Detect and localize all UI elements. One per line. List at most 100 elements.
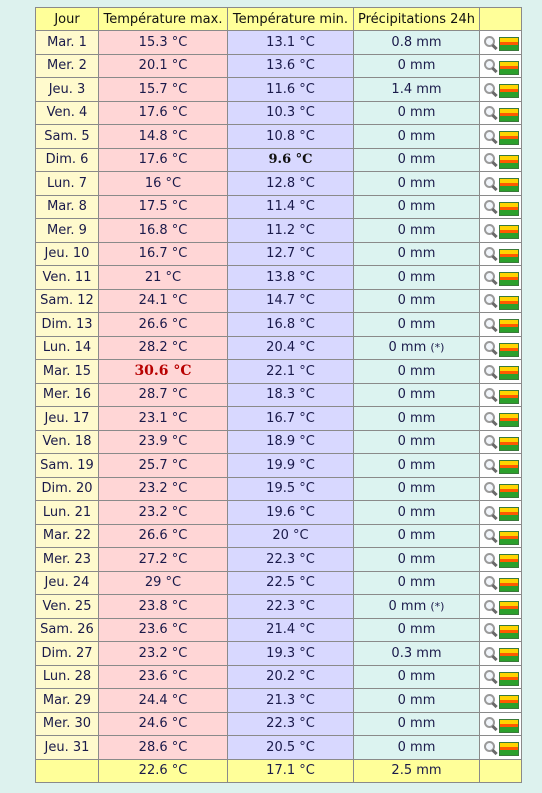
magnifier-icon[interactable]: [483, 58, 498, 73]
magnifier-icon[interactable]: [483, 411, 498, 426]
magnifier-icon[interactable]: [483, 199, 498, 214]
magnifier-icon[interactable]: [483, 387, 498, 402]
magnifier-icon[interactable]: [483, 270, 498, 285]
magnifier-icon[interactable]: [483, 176, 498, 191]
graph-icon[interactable]: [498, 178, 519, 193]
row-day: Lun. 14: [35, 335, 99, 360]
row-precip: 0 mm: [353, 147, 480, 172]
magnifier-icon[interactable]: [483, 599, 498, 614]
graph-icon[interactable]: [498, 295, 519, 310]
magnifier-icon[interactable]: [483, 693, 498, 708]
row-icons: [479, 735, 522, 760]
graph-icon[interactable]: [498, 319, 519, 334]
graph-icon[interactable]: [498, 131, 519, 146]
graph-icon[interactable]: [498, 225, 519, 240]
graph-icon[interactable]: [498, 60, 519, 75]
row-precip-value: 0 mm: [397, 457, 436, 473]
graph-icon[interactable]: [498, 671, 519, 686]
magnifier-icon[interactable]: [483, 481, 498, 496]
row-precip: 0 mm: [353, 500, 480, 525]
row-precip-value: 0 mm: [397, 739, 436, 755]
graph-icon[interactable]: [498, 577, 519, 592]
row-precip: 0 mm (*): [353, 335, 480, 360]
graph-icon[interactable]: [498, 601, 519, 616]
row-icons: [479, 547, 522, 572]
magnifier-icon[interactable]: [483, 434, 498, 449]
row-temp-min: 12.8 °C: [227, 171, 354, 196]
magnifier-icon[interactable]: [483, 105, 498, 120]
row-precip: 0 mm: [353, 312, 480, 337]
magnifier-icon[interactable]: [483, 505, 498, 520]
graph-icon[interactable]: [498, 37, 519, 52]
magnifier-icon[interactable]: [483, 364, 498, 379]
magnifier-icon[interactable]: [483, 340, 498, 355]
row-temp-max: 23.6 °C: [98, 664, 228, 689]
magnifier-icon[interactable]: [483, 740, 498, 755]
row-precip: 0 mm: [353, 429, 480, 454]
magnifier-icon[interactable]: [483, 82, 498, 97]
graph-icon[interactable]: [498, 154, 519, 169]
graph-icon[interactable]: [498, 695, 519, 710]
graph-icon[interactable]: [498, 436, 519, 451]
row-temp-max: 30.6 °C: [98, 359, 228, 384]
magnifier-icon[interactable]: [483, 622, 498, 637]
graph-icon[interactable]: [498, 530, 519, 545]
table-row: Dim. 6 17.6 °C 9.6 °C 0 mm: [35, 147, 522, 172]
row-temp-max: 29 °C: [98, 570, 228, 595]
magnifier-icon[interactable]: [483, 646, 498, 661]
row-temp-min: 19.5 °C: [227, 476, 354, 501]
graph-icon[interactable]: [498, 84, 519, 99]
magnifier-icon[interactable]: [483, 552, 498, 567]
magnifier-icon[interactable]: [483, 575, 498, 590]
magnifier-icon[interactable]: [483, 223, 498, 238]
row-day: Jeu. 17: [35, 406, 99, 431]
row-precip-value: 0 mm: [397, 410, 436, 426]
row-temp-max: 16.8 °C: [98, 218, 228, 243]
graph-icon[interactable]: [498, 389, 519, 404]
row-temp-min: 11.2 °C: [227, 218, 354, 243]
table-row: Lun. 28 23.6 °C 20.2 °C 0 mm: [35, 664, 522, 689]
row-temp-max: 24.1 °C: [98, 288, 228, 313]
magnifier-icon[interactable]: [483, 35, 498, 50]
table-row: Sam. 12 24.1 °C 14.7 °C 0 mm: [35, 288, 522, 313]
graph-icon[interactable]: [498, 248, 519, 263]
graph-icon[interactable]: [498, 554, 519, 569]
graph-icon[interactable]: [498, 460, 519, 475]
magnifier-icon[interactable]: [483, 246, 498, 261]
magnifier-icon[interactable]: [483, 716, 498, 731]
row-temp-min: 16.7 °C: [227, 406, 354, 431]
graph-icon[interactable]: [498, 718, 519, 733]
magnifier-icon[interactable]: [483, 669, 498, 684]
row-day: Mer. 2: [35, 53, 99, 78]
row-precip-value: 0 mm: [397, 293, 436, 309]
graph-icon[interactable]: [498, 413, 519, 428]
graph-icon[interactable]: [498, 366, 519, 381]
table-row: Lun. 14 28.2 °C 20.4 °C 0 mm (*): [35, 335, 522, 360]
row-day: Mer. 23: [35, 547, 99, 572]
graph-icon[interactable]: [498, 624, 519, 639]
row-precip-value: 0 mm: [397, 669, 436, 685]
table-row: Mer. 30 24.6 °C 22.3 °C 0 mm: [35, 711, 522, 736]
magnifier-icon[interactable]: [483, 317, 498, 332]
row-temp-max: 27.2 °C: [98, 547, 228, 572]
row-temp-max: 17.6 °C: [98, 147, 228, 172]
row-temp-min: 11.6 °C: [227, 77, 354, 102]
table-row: Ven. 4 17.6 °C 10.3 °C 0 mm: [35, 100, 522, 125]
graph-icon[interactable]: [498, 107, 519, 122]
magnifier-icon[interactable]: [483, 129, 498, 144]
graph-icon[interactable]: [498, 648, 519, 663]
magnifier-icon[interactable]: [483, 458, 498, 473]
graph-icon[interactable]: [498, 507, 519, 522]
row-day: Dim. 13: [35, 312, 99, 337]
graph-icon[interactable]: [498, 742, 519, 757]
graph-icon[interactable]: [498, 342, 519, 357]
graph-icon[interactable]: [498, 483, 519, 498]
graph-icon[interactable]: [498, 272, 519, 287]
magnifier-icon[interactable]: [483, 152, 498, 167]
graph-icon[interactable]: [498, 201, 519, 216]
magnifier-icon[interactable]: [483, 293, 498, 308]
row-day: Jeu. 31: [35, 735, 99, 760]
row-precip-note: (*): [430, 599, 445, 613]
row-day: Lun. 28: [35, 664, 99, 689]
magnifier-icon[interactable]: [483, 528, 498, 543]
